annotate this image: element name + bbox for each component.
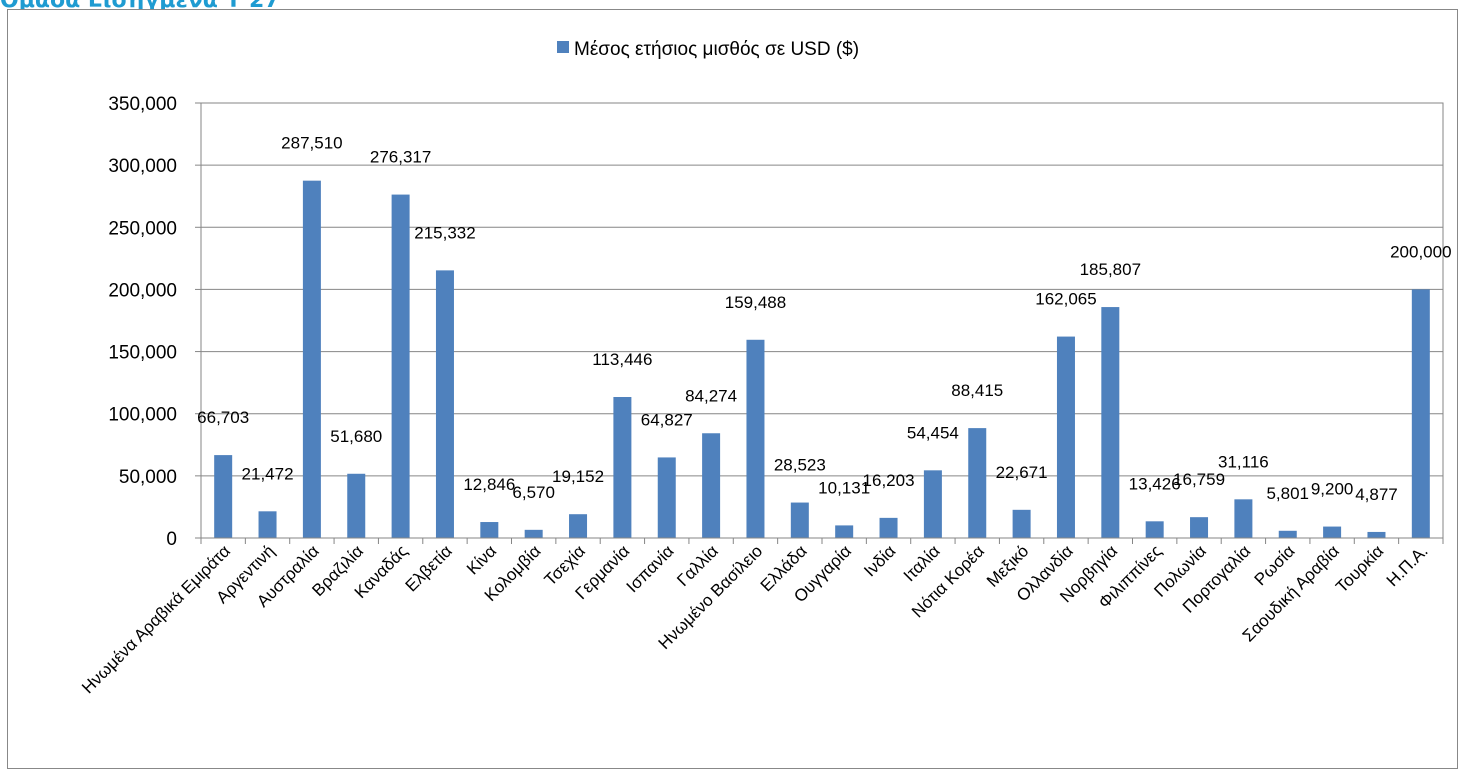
bar xyxy=(435,270,454,538)
bar xyxy=(790,502,809,538)
x-tick-label: Ελβετία xyxy=(402,541,456,595)
data-label: 22,671 xyxy=(996,463,1048,482)
data-label: 276,317 xyxy=(370,148,431,167)
y-tick-label: 150,000 xyxy=(108,343,177,364)
chart-area xyxy=(7,9,1458,769)
legend-swatch xyxy=(557,41,569,53)
y-tick-label: 300,000 xyxy=(108,156,177,177)
data-label: 159,488 xyxy=(725,293,786,312)
x-tick-label: Κίνα xyxy=(463,541,500,578)
bar xyxy=(746,339,765,538)
x-tick-labels: Ηνωμένα Αραβικά ΕμιράταΑργεντινήΑυστραλί… xyxy=(78,541,1432,697)
bar xyxy=(1411,289,1430,538)
y-tick-label: 50,000 xyxy=(119,467,177,488)
x-tick-label: Η.Π.Α. xyxy=(1383,541,1432,590)
data-label: 28,523 xyxy=(774,456,826,475)
bar xyxy=(1234,499,1253,538)
bar xyxy=(258,511,277,538)
y-tick-label: 250,000 xyxy=(108,218,177,239)
data-label: 66,703 xyxy=(197,408,249,427)
legend: Μέσος ετήσιος μισθός σε USD ($) xyxy=(557,39,859,60)
bar xyxy=(1012,509,1031,538)
bar xyxy=(214,455,233,538)
y-tick-label: 350,000 xyxy=(108,94,177,115)
bar xyxy=(1278,530,1297,538)
bar xyxy=(1101,307,1120,538)
data-label: 215,332 xyxy=(414,223,475,242)
y-tick-labels: 0 50,000 100,000 150,000 200,000 250,000 300,0… xyxy=(108,94,177,550)
bar xyxy=(879,517,898,538)
bar xyxy=(923,470,942,538)
bar xyxy=(1323,526,1342,538)
data-label: 51,680 xyxy=(330,427,382,446)
data-label: 64,827 xyxy=(641,410,693,429)
data-label: 16,203 xyxy=(863,471,915,490)
x-tick-label: Ισπανία xyxy=(623,541,678,596)
bars xyxy=(214,180,1430,538)
bar xyxy=(1145,521,1164,538)
y-tick-label: 0 xyxy=(166,529,177,550)
bar xyxy=(569,514,588,538)
axes xyxy=(200,102,1444,539)
y-tick-label: 200,000 xyxy=(108,280,177,301)
bar xyxy=(391,194,410,538)
data-label: 200,000 xyxy=(1390,242,1451,261)
data-label: 19,152 xyxy=(552,467,604,486)
bar xyxy=(835,525,854,538)
data-label: 12,846 xyxy=(463,475,515,494)
bar xyxy=(302,180,321,538)
data-label: 21,472 xyxy=(242,464,294,483)
data-label: 113,446 xyxy=(592,350,652,369)
data-label: 162,065 xyxy=(1035,290,1096,309)
data-label: 6,570 xyxy=(512,483,555,502)
bar xyxy=(657,457,676,538)
data-label: 13,426 xyxy=(1129,474,1181,493)
bar xyxy=(524,529,543,538)
data-label: 31,116 xyxy=(1218,452,1269,471)
data-labels: 66,703 21,472 287,510 51,680 276,317 215,332 1… xyxy=(197,134,1451,504)
data-label: 287,510 xyxy=(281,134,342,153)
data-label: 9,200 xyxy=(1311,480,1354,499)
x-tick-label: Ηνωμένα Αραβικά Εμιράτα xyxy=(78,541,234,697)
bar xyxy=(702,433,721,538)
x-tick-label: Τουρκία xyxy=(1332,541,1387,596)
y-tick-label: 100,000 xyxy=(108,405,177,426)
data-label: 4,877 xyxy=(1355,485,1398,504)
bar xyxy=(613,397,632,538)
legend-label: Μέσος ετήσιος μισθός σε USD ($) xyxy=(574,39,859,60)
bar xyxy=(347,473,366,538)
data-label: 185,807 xyxy=(1080,260,1141,279)
data-label: 10,131 xyxy=(818,478,870,497)
bar xyxy=(968,428,987,538)
data-label: 16,759 xyxy=(1173,470,1225,489)
x-tick-label: Ινδία xyxy=(860,541,899,580)
data-label: 5,801 xyxy=(1266,484,1309,503)
bar xyxy=(480,522,499,538)
data-label: 54,454 xyxy=(907,423,959,442)
data-label: 84,274 xyxy=(685,386,737,405)
bar xyxy=(1056,336,1075,538)
plot-border xyxy=(200,102,1444,539)
bar xyxy=(1367,531,1386,538)
bar xyxy=(1190,517,1209,538)
data-label: 88,415 xyxy=(951,381,1003,400)
